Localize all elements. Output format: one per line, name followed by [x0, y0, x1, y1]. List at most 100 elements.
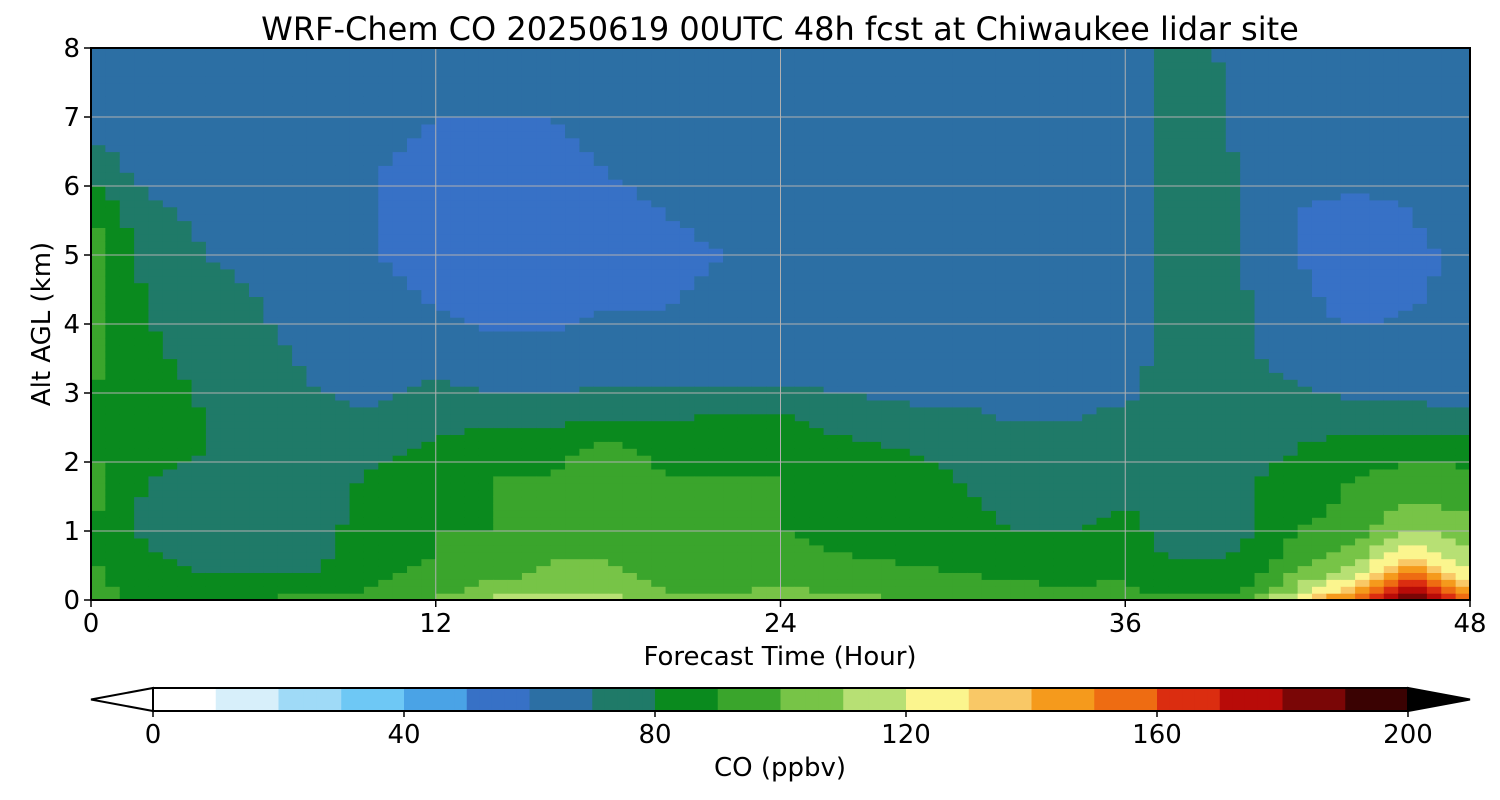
heatmap-cell — [622, 455, 638, 463]
heatmap-cell — [723, 503, 738, 511]
heatmap-cell — [249, 61, 264, 70]
heatmap-cell — [852, 282, 868, 291]
heatmap-cell — [708, 130, 724, 139]
heatmap-cell — [866, 565, 882, 573]
heatmap-cell — [866, 48, 882, 56]
heatmap-cell — [794, 54, 810, 63]
heatmap-cell — [694, 158, 710, 166]
heatmap-cell — [881, 420, 897, 429]
heatmap-cell — [967, 96, 983, 104]
heatmap-cell — [794, 441, 810, 449]
heatmap-cell — [407, 544, 422, 553]
heatmap-cell — [694, 468, 710, 477]
heatmap-cell — [392, 510, 408, 518]
heatmap-cell — [665, 351, 681, 360]
heatmap-cell — [924, 489, 940, 498]
heatmap-cell — [478, 324, 494, 332]
heatmap-cell — [866, 227, 882, 235]
heatmap-cell — [967, 248, 983, 256]
heatmap-cell — [162, 379, 178, 387]
heatmap-cell — [335, 54, 351, 63]
heatmap-cell — [349, 510, 365, 518]
heatmap-cell — [608, 337, 624, 346]
heatmap-cell — [837, 434, 853, 442]
heatmap-cell — [895, 227, 911, 235]
heatmap-cell — [363, 337, 379, 346]
heatmap-cell — [478, 151, 494, 159]
heatmap-cell — [909, 344, 925, 353]
heatmap-cell — [407, 96, 422, 104]
heatmap-cell — [866, 482, 882, 491]
heatmap-cell — [967, 358, 983, 366]
heatmap-cell — [478, 475, 494, 484]
heatmap-cell — [809, 165, 825, 173]
heatmap-cell — [277, 206, 293, 215]
heatmap-cell — [162, 75, 178, 84]
heatmap-cell — [924, 289, 940, 297]
heatmap-cell — [636, 192, 652, 201]
heatmap-cell — [909, 220, 925, 228]
heatmap-cell — [694, 330, 710, 339]
heatmap-cell — [521, 110, 537, 118]
heatmap-cell — [737, 399, 753, 408]
heatmap-cell — [809, 220, 825, 228]
heatmap-cell — [823, 344, 839, 353]
heatmap-cell — [967, 572, 983, 580]
heatmap-cell — [91, 123, 106, 132]
heatmap-cell — [220, 123, 236, 132]
heatmap-cell — [794, 144, 810, 153]
heatmap-cell — [766, 337, 782, 346]
heatmap-cell — [737, 123, 753, 132]
heatmap-cell — [938, 75, 954, 84]
heatmap-cell — [234, 110, 250, 118]
heatmap-cell — [263, 551, 279, 560]
heatmap-cell — [249, 475, 264, 484]
heatmap-cell — [464, 186, 480, 194]
heatmap-cell — [981, 510, 997, 518]
heatmap-cell — [148, 61, 164, 70]
heatmap-cell — [464, 406, 480, 415]
heatmap-cell — [550, 241, 566, 249]
heatmap-cell — [924, 137, 940, 146]
heatmap-cell — [421, 144, 437, 153]
heatmap-cell — [478, 517, 494, 525]
heatmap-cell — [407, 462, 422, 470]
heatmap-cell — [550, 234, 566, 242]
heatmap-cell — [909, 503, 925, 511]
heatmap-cell — [536, 406, 552, 415]
heatmap-cell — [464, 213, 480, 222]
heatmap-cell — [407, 468, 422, 477]
heatmap-cell — [780, 220, 796, 228]
heatmap-cell — [521, 593, 537, 601]
heatmap-cell — [234, 296, 250, 304]
heatmap-cell — [895, 420, 911, 429]
heatmap-cell — [177, 303, 193, 311]
heatmap-cell — [435, 296, 451, 304]
heatmap-cell — [952, 96, 968, 104]
heatmap-cell — [119, 524, 135, 532]
heatmap-cell — [105, 503, 121, 511]
heatmap-cell — [608, 572, 624, 580]
heatmap-cell — [363, 158, 379, 166]
heatmap-cell — [407, 213, 422, 222]
heatmap-cell — [148, 406, 164, 415]
heatmap-cell — [450, 386, 466, 394]
heatmap-cell — [938, 579, 954, 587]
heatmap-cell — [421, 130, 437, 139]
heatmap-cell — [320, 524, 336, 532]
heatmap-cell — [162, 427, 178, 435]
heatmap-cell — [622, 399, 638, 408]
heatmap-cell — [665, 234, 681, 242]
heatmap-cell — [579, 310, 595, 318]
heatmap-cell — [91, 510, 106, 518]
heatmap-cell — [220, 482, 236, 491]
heatmap-cell — [292, 379, 308, 387]
heatmap-cell — [723, 89, 738, 97]
heatmap-cell — [191, 123, 207, 132]
heatmap-cell — [651, 89, 667, 97]
heatmap-cell — [766, 199, 782, 208]
heatmap-cell — [536, 234, 552, 242]
heatmap-cell — [823, 517, 839, 525]
heatmap-cell — [565, 186, 580, 194]
heatmap-cell — [277, 199, 293, 208]
